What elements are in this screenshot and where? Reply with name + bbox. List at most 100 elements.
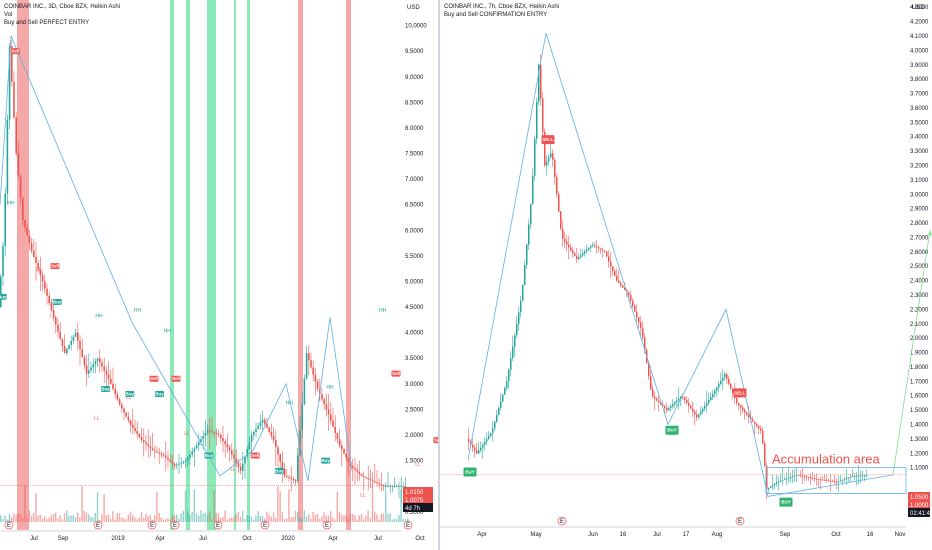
- candle-body: [17, 153, 20, 176]
- candle-body: [143, 440, 145, 443]
- candle-body: [257, 425, 259, 429]
- sell-signal-label: Sell: [150, 376, 158, 381]
- axis-price-tag: [908, 508, 930, 517]
- candle-body: [820, 479, 822, 481]
- candle-body: [706, 402, 708, 406]
- candle-body: [802, 475, 804, 477]
- volume-bar: [303, 510, 305, 522]
- candle-body: [48, 295, 50, 303]
- candle-body: [30, 243, 33, 251]
- candle-body: [356, 469, 358, 472]
- candle-body: [61, 338, 64, 346]
- candle-body: [798, 474, 800, 476]
- candle-body: [277, 447, 279, 455]
- candle-body: [127, 416, 130, 421]
- candle-body: [187, 457, 189, 461]
- right-chart-svg[interactable]: 4.3000 4.2000 4.1000 4.0000 3.9000 3.8000 3.70…: [440, 0, 932, 550]
- volume-bar: [206, 514, 209, 522]
- event-marker-circle: [557, 516, 567, 526]
- candle-body: [768, 487, 770, 490]
- volume-bar: [63, 513, 66, 522]
- candle-body: [596, 246, 598, 248]
- candle-body: [26, 227, 28, 236]
- candle-body: [149, 446, 152, 449]
- candle-body: [576, 256, 578, 259]
- y-axis-tick-label: 5.0000: [405, 279, 424, 285]
- candle-body: [580, 255, 582, 258]
- left-legend-indicator: Buy and Sell PERFECT ENTRY: [4, 20, 90, 26]
- candle-body: [812, 477, 814, 479]
- candle-body: [358, 471, 361, 474]
- volume-bar: [272, 512, 275, 522]
- y-axis-tick-label: 2.6000: [910, 250, 929, 256]
- candle-body: [604, 250, 606, 252]
- x-axis-tick-label: Jul: [199, 536, 207, 542]
- candle-body: [125, 412, 127, 417]
- buy-signal-label: Buy: [205, 453, 214, 458]
- left-chart-svg[interactable]: 10.0000 9.5000 9.0000 8.5000 8.0000 7.5000 7.0…: [0, 0, 438, 550]
- candle-body: [224, 441, 226, 445]
- volume-bar: [26, 518, 28, 522]
- buy-signal-tag: [665, 425, 679, 435]
- candle-body: [209, 429, 211, 431]
- candle-body: [365, 476, 367, 478]
- candle-body: [160, 453, 163, 455]
- candle-body: [804, 476, 806, 477]
- candle-body: [742, 407, 744, 411]
- candle-body: [674, 402, 676, 405]
- candle-body: [206, 429, 209, 433]
- volume-bar: [215, 513, 217, 522]
- candle-body: [4, 193, 6, 246]
- buy-signal-tag: [274, 467, 284, 474]
- x-axis-tick-label: Oct: [831, 532, 841, 538]
- candle-body: [652, 389, 654, 397]
- candle-body: [233, 454, 235, 459]
- volume-bar: [171, 515, 173, 522]
- y-axis-tick-label: 1.3000: [910, 437, 929, 443]
- y-axis-tick-label: 1.7000: [910, 379, 929, 385]
- candle-body: [700, 411, 702, 415]
- y-axis-tick-label: 1.9000: [910, 351, 929, 357]
- projection-arrowhead: [928, 230, 932, 236]
- volume-bar: [145, 513, 147, 522]
- candle-body: [766, 466, 768, 490]
- y-axis-tick-label: 4.5000: [405, 305, 424, 311]
- candle-body: [492, 428, 494, 434]
- panel-divider[interactable]: [438, 0, 440, 550]
- x-axis-tick-label: 2020: [281, 536, 295, 542]
- buy-signal-label: Buy: [0, 294, 7, 299]
- candle-body: [508, 369, 510, 382]
- event-marker-label: E: [738, 519, 742, 525]
- volume-bar: [382, 513, 385, 522]
- right-chart-panel[interactable]: COINBAR INC., 7h, Cboe BZX, Heikin Ashi …: [440, 0, 932, 550]
- candle-body: [259, 422, 262, 426]
- y-axis-tick-label: 1.5000: [405, 459, 424, 465]
- candle-body: [52, 310, 55, 318]
- higher-high-marker: HH: [379, 308, 387, 314]
- candle-body: [642, 328, 644, 338]
- volume-bar: [96, 492, 99, 522]
- candle-body: [138, 433, 141, 438]
- volume-bar: [299, 517, 301, 522]
- volume-bar: [209, 511, 211, 522]
- volume-bar: [226, 519, 228, 522]
- volume-bar: [116, 512, 118, 522]
- volume-bar: [279, 491, 281, 522]
- volume-bar: [220, 517, 222, 522]
- candle-body: [534, 138, 536, 176]
- volume-bar: [180, 513, 182, 522]
- signal-band: [17, 0, 29, 530]
- volume-bar: [17, 513, 19, 522]
- y-axis-tick-label: 5.5000: [405, 254, 424, 260]
- left-chart-panel[interactable]: COINBAR INC., 3D, Cboe BZX, Heikin Ashi …: [0, 0, 438, 550]
- candle-body: [846, 478, 848, 479]
- y-axis-tick-label: 3.5000: [405, 356, 424, 362]
- candle-body: [762, 430, 764, 444]
- volume-bar: [398, 515, 400, 522]
- candle-body: [864, 475, 866, 476]
- volume-bar: [30, 515, 33, 522]
- y-axis-tick-label: 7.0000: [405, 177, 424, 183]
- event-marker-label: E: [263, 523, 267, 529]
- candle-body: [608, 256, 610, 262]
- candle-body: [630, 294, 632, 301]
